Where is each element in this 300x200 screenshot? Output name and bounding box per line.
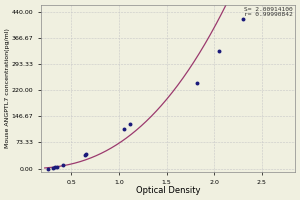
Point xyxy=(84,152,88,155)
Point xyxy=(121,127,126,130)
Point xyxy=(240,17,245,21)
Point xyxy=(52,166,57,169)
X-axis label: Optical Density: Optical Density xyxy=(136,186,200,195)
Point xyxy=(217,50,221,53)
Point xyxy=(61,164,66,167)
Point xyxy=(195,82,200,85)
Point xyxy=(46,167,51,170)
Point xyxy=(55,165,59,168)
Y-axis label: Mouse ANGPTL7 concentration(pg/ml): Mouse ANGPTL7 concentration(pg/ml) xyxy=(5,29,10,148)
Point xyxy=(82,154,87,157)
Point xyxy=(50,166,55,169)
Point xyxy=(128,122,133,126)
Text: S= 2.00914100
r= 0.99990842: S= 2.00914100 r= 0.99990842 xyxy=(244,7,292,17)
